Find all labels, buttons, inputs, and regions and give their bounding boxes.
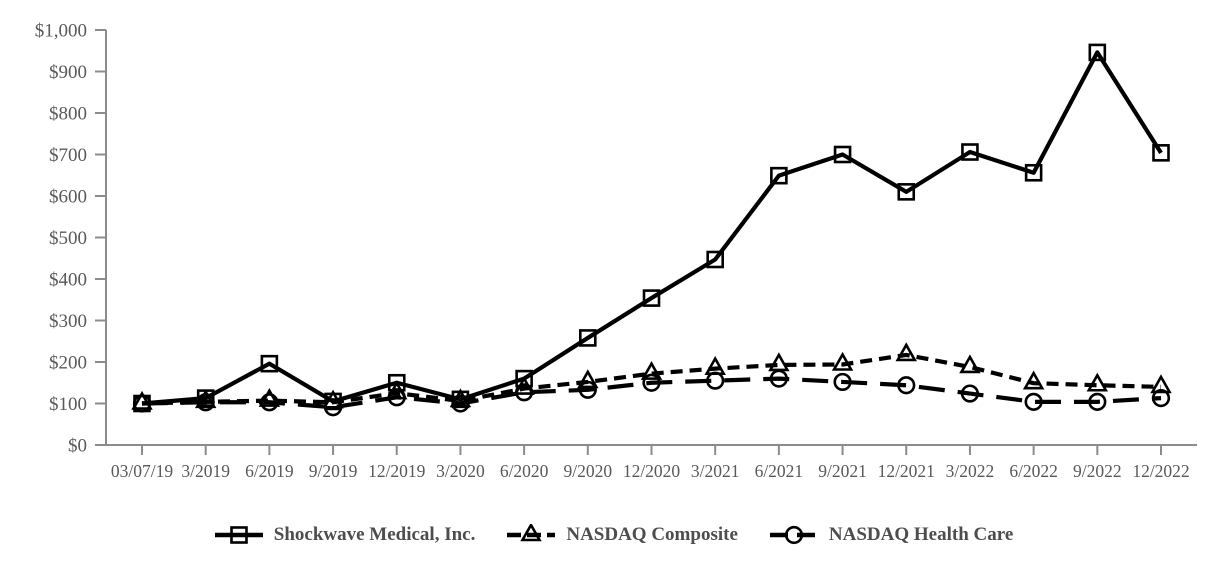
y-axis-tick-label: $100 (49, 394, 87, 415)
y-axis-tick-label: $300 (49, 311, 87, 332)
circle-legend-marker-icon (769, 525, 818, 545)
circle-marker (833, 372, 852, 392)
triangle-marker (704, 356, 726, 375)
triangle-marker (258, 387, 281, 407)
x-axis-tick-label: 6/2021 (755, 461, 804, 481)
x-axis-tick-label: 3/2021 (691, 461, 740, 481)
y-axis-tick-label: $900 (49, 62, 87, 83)
triangle-marker (1086, 372, 1109, 392)
circle-marker (260, 393, 279, 412)
circle-marker (1024, 392, 1043, 411)
triangle-marker (577, 369, 599, 389)
square-legend-marker-icon (214, 526, 263, 544)
series-line-2 (141, 352, 1162, 406)
circle-marker (1088, 392, 1107, 411)
triangle-marker (640, 360, 663, 380)
x-axis-tick-label: 3/2022 (946, 461, 995, 481)
triangle-legend-marker-icon (507, 524, 556, 542)
circle-marker (642, 373, 661, 392)
x-axis-tick-label: 9/2021 (818, 461, 867, 481)
circle-marker (769, 369, 788, 388)
square-marker (897, 183, 916, 201)
triangle-marker (768, 352, 790, 372)
y-axis-tick-label: $400 (49, 270, 87, 291)
circle-marker (1151, 389, 1171, 408)
circle-marker (960, 384, 980, 403)
square-glyph (229, 526, 248, 544)
square-marker (1152, 144, 1170, 162)
triangle-marker (831, 351, 854, 371)
triangle-marker (895, 342, 917, 362)
x-axis-tick-label: 12/2020 (623, 461, 681, 481)
circle-glyph (784, 525, 803, 545)
triangle-glyph (520, 524, 543, 542)
series-line-1 (141, 50, 1163, 406)
circle-marker (323, 398, 343, 417)
circle-marker (706, 371, 725, 390)
legend-label: NASDAQ Health Care (828, 524, 1014, 545)
circle-marker (515, 383, 534, 402)
y-axis-tick-label: $600 (49, 187, 87, 208)
x-axis-tick-label: 9/2020 (564, 461, 613, 481)
square-marker (642, 289, 661, 307)
circle-marker (451, 394, 470, 413)
square-marker (961, 143, 979, 161)
chart-canvas: $0 $100 $200 $300 $400 $500 $600 $700 $800 $900 $1… (35, 21, 1197, 481)
x-axis-tick-label: 6/2020 (500, 461, 549, 481)
x-axis-tick-label: 9/2019 (309, 461, 358, 481)
x-axis-tick-label: 3/2020 (436, 461, 485, 481)
square-marker (706, 250, 724, 269)
circle-marker (132, 394, 152, 413)
legend-item-triangle: NASDAQ Composite (505, 524, 738, 546)
x-axis-tick-label: 03/07/19 (111, 461, 173, 481)
circle-marker (196, 393, 215, 412)
legend-label: NASDAQ Composite (566, 524, 738, 545)
y-axis-tick-label: $0 (68, 436, 87, 457)
y-axis-tick-label: $800 (49, 104, 87, 125)
circle-marker (387, 388, 406, 407)
square-marker (515, 369, 533, 388)
legend-label: Shockwave Medical, Inc. (273, 524, 476, 545)
x-axis-tick-label: 3/2019 (181, 461, 230, 481)
y-axis-tick-label: $500 (49, 228, 87, 249)
y-axis-tick-label: $700 (49, 145, 87, 166)
triangle-marker (1150, 374, 1172, 394)
series-line-3 (141, 376, 1162, 410)
x-axis-tick-label: 9/2022 (1073, 461, 1122, 481)
square-marker (770, 166, 788, 185)
square-marker (1088, 43, 1107, 62)
square-marker (579, 329, 597, 347)
chart-legend: Shockwave Medical, Inc. NASDAQ Composite N… (0, 512, 1226, 558)
circle-marker (578, 380, 597, 399)
square-marker (833, 145, 852, 164)
circle-marker (897, 376, 916, 395)
triangle-marker (131, 390, 153, 410)
square-marker (260, 354, 279, 373)
square-marker (1024, 163, 1043, 182)
x-axis-tick-label: 12/2019 (368, 461, 426, 481)
triangle-marker (959, 354, 981, 374)
x-axis-tick-label: 12/2022 (1132, 461, 1189, 481)
y-axis-tick-label: $200 (49, 353, 87, 374)
legend-item-square: Shockwave Medical, Inc. (213, 524, 476, 546)
triangle-marker (194, 389, 217, 409)
y-axis-tick-label: $1,000 (35, 21, 87, 42)
x-axis-tick-label: 6/2022 (1009, 461, 1058, 481)
triangle-marker (1022, 370, 1045, 390)
legend-item-circle: NASDAQ Health Care (768, 524, 1013, 546)
x-axis-tick-label: 6/2019 (245, 461, 294, 481)
x-axis-tick-label: 12/2021 (878, 461, 935, 481)
